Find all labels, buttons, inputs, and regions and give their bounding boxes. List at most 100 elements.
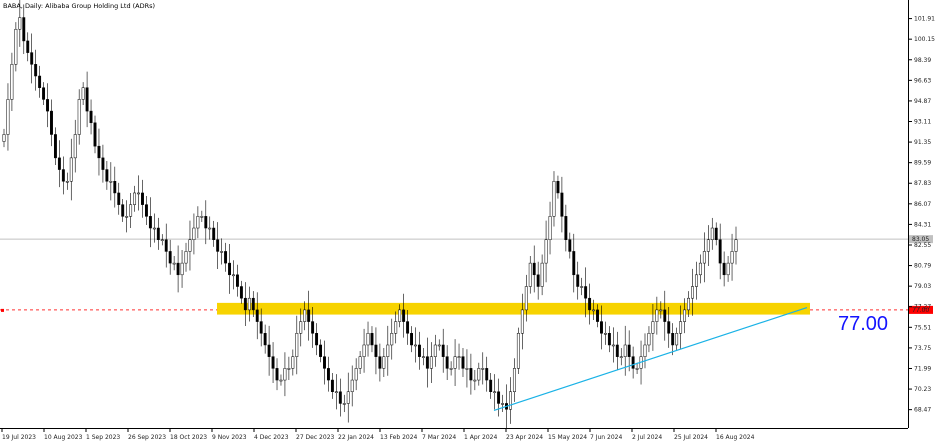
candle-body bbox=[702, 251, 706, 264]
candle-body bbox=[188, 239, 192, 252]
candle-body bbox=[299, 321, 303, 334]
candle-body bbox=[180, 262, 184, 276]
candle-body bbox=[232, 274, 235, 277]
candle-body bbox=[386, 344, 390, 357]
candle-body bbox=[706, 239, 710, 252]
candle-body bbox=[560, 192, 564, 217]
candle-body bbox=[671, 333, 675, 346]
candle-body bbox=[73, 134, 77, 159]
candle-body bbox=[572, 251, 576, 276]
candle-body bbox=[516, 333, 520, 369]
candle-body bbox=[307, 309, 311, 322]
candle-body bbox=[275, 368, 279, 381]
price-tick-label: 98.39 bbox=[914, 57, 931, 64]
candle-body bbox=[532, 262, 536, 276]
candle-body bbox=[607, 333, 611, 346]
candle-body bbox=[247, 297, 251, 311]
price-tick-label: 75.51 bbox=[914, 324, 931, 331]
date-label: 13 Feb 2024 bbox=[380, 434, 418, 441]
candle-body bbox=[548, 216, 552, 240]
candle-body bbox=[168, 251, 172, 264]
price-tick-label: 87.83 bbox=[914, 180, 931, 187]
candle-body bbox=[200, 216, 204, 218]
date-label: 10 Aug 2023 bbox=[44, 434, 83, 441]
candle-body bbox=[77, 99, 81, 135]
price-tick-label: 93.11 bbox=[914, 119, 931, 126]
candle-body bbox=[184, 251, 188, 264]
price-tick-label: 91.35 bbox=[914, 139, 931, 146]
candle-body bbox=[129, 204, 133, 217]
candle-body bbox=[144, 204, 148, 217]
candle-body bbox=[528, 262, 532, 287]
candle-body bbox=[691, 286, 694, 299]
date-label: 2 Jul 2024 bbox=[632, 434, 662, 441]
candle-body bbox=[133, 192, 137, 205]
candle-body bbox=[334, 391, 338, 393]
candle-body bbox=[287, 368, 291, 370]
level-marker bbox=[1, 308, 4, 312]
candle-body bbox=[208, 227, 212, 230]
candle-body bbox=[734, 239, 738, 252]
price-tick-label: 82.55 bbox=[914, 242, 931, 249]
candle-body bbox=[564, 216, 568, 240]
candle-body bbox=[647, 333, 651, 346]
date-label: 7 Mar 2024 bbox=[422, 434, 456, 441]
candle-body bbox=[406, 321, 410, 334]
candle-body bbox=[176, 262, 180, 276]
candle-body bbox=[437, 344, 441, 347]
candle-body bbox=[30, 52, 34, 65]
candle-body bbox=[730, 251, 734, 264]
candle-body bbox=[433, 344, 437, 357]
candle-body bbox=[38, 75, 42, 88]
candle-body bbox=[350, 379, 354, 392]
candle-body bbox=[338, 391, 342, 404]
candle-body bbox=[235, 274, 239, 287]
candle-body bbox=[659, 309, 663, 312]
date-label: 23 Apr 2024 bbox=[506, 434, 543, 441]
candle-body bbox=[683, 309, 687, 322]
level-price-box bbox=[909, 305, 933, 314]
candle-body bbox=[105, 169, 109, 182]
candle-body bbox=[315, 333, 319, 346]
candle-body bbox=[125, 216, 129, 218]
candle-body bbox=[319, 344, 322, 357]
candle-body bbox=[425, 356, 429, 369]
candle-body bbox=[449, 368, 453, 370]
date-label: 9 Nov 2023 bbox=[212, 434, 247, 441]
candle-body bbox=[414, 344, 417, 347]
candle-body bbox=[675, 333, 679, 346]
candle-body bbox=[69, 157, 73, 182]
candle-body bbox=[216, 239, 220, 252]
candle-body bbox=[441, 344, 445, 357]
level-price-label: 77.00 bbox=[912, 307, 929, 314]
candle-body bbox=[65, 181, 69, 183]
candle-body bbox=[259, 321, 263, 334]
candle-body bbox=[611, 344, 615, 347]
price-tick-label: 73.75 bbox=[914, 345, 931, 352]
candle-body bbox=[164, 239, 168, 252]
candle-body bbox=[330, 379, 334, 392]
candle-body bbox=[303, 309, 307, 322]
date-label: 27 Dec 2023 bbox=[296, 434, 335, 441]
candle-body bbox=[362, 344, 366, 357]
candle-body bbox=[378, 356, 382, 369]
candle-body bbox=[512, 368, 516, 392]
candle-body bbox=[710, 227, 714, 240]
candle-body bbox=[410, 333, 413, 346]
candle-body bbox=[556, 181, 560, 194]
candle-body bbox=[323, 356, 326, 369]
candle-body bbox=[544, 239, 548, 264]
candle-body bbox=[493, 391, 497, 393]
candle-body bbox=[97, 145, 101, 159]
candle-body bbox=[698, 262, 702, 276]
candle-body bbox=[22, 17, 26, 42]
candle-body bbox=[394, 321, 398, 334]
candle-body bbox=[291, 356, 295, 369]
candle-body bbox=[576, 274, 580, 287]
date-label: 19 Jul 2023 bbox=[2, 434, 36, 441]
candle-body bbox=[627, 344, 631, 357]
candle-body bbox=[520, 309, 524, 334]
candle-body bbox=[14, 28, 18, 65]
level-annotation: 77.00 bbox=[838, 313, 888, 335]
